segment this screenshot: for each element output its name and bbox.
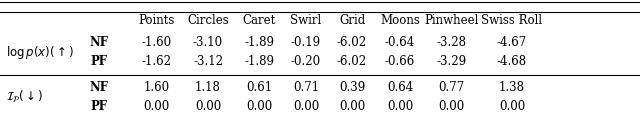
Text: -3.28: -3.28 (436, 36, 466, 49)
Text: 0.39: 0.39 (339, 80, 365, 93)
Text: -1.62: -1.62 (142, 55, 172, 67)
Text: 0.00: 0.00 (387, 99, 413, 112)
Text: $\log p(x)(\uparrow)$: $\log p(x)(\uparrow)$ (6, 43, 74, 60)
Text: -1.60: -1.60 (141, 36, 172, 49)
Text: 0.00: 0.00 (246, 99, 273, 112)
Text: -4.68: -4.68 (497, 55, 527, 67)
Text: Caret: Caret (243, 14, 276, 26)
Text: -6.02: -6.02 (337, 36, 367, 49)
Text: Grid: Grid (339, 14, 365, 26)
Text: 1.38: 1.38 (499, 80, 525, 93)
Text: 0.00: 0.00 (143, 99, 170, 112)
Text: 0.00: 0.00 (292, 99, 319, 112)
Text: -0.19: -0.19 (291, 36, 321, 49)
Text: 0.00: 0.00 (195, 99, 221, 112)
Text: Circles: Circles (187, 14, 229, 26)
Text: -0.66: -0.66 (385, 55, 415, 67)
Text: -4.67: -4.67 (497, 36, 527, 49)
Text: 0.64: 0.64 (387, 80, 413, 93)
Text: -0.20: -0.20 (291, 55, 321, 67)
Text: 1.18: 1.18 (195, 80, 221, 93)
Text: -1.89: -1.89 (244, 36, 274, 49)
Text: -3.10: -3.10 (193, 36, 223, 49)
Text: 0.71: 0.71 (293, 80, 319, 93)
Text: Moons: Moons (380, 14, 420, 26)
Text: -1.89: -1.89 (244, 55, 274, 67)
Text: NF: NF (90, 36, 109, 49)
Text: -0.64: -0.64 (385, 36, 415, 49)
Text: -6.02: -6.02 (337, 55, 367, 67)
Text: PF: PF (91, 55, 108, 67)
Text: $\mathcal{I}_{\mathcal{P}}(\downarrow)$: $\mathcal{I}_{\mathcal{P}}(\downarrow)$ (6, 88, 44, 104)
Text: -3.29: -3.29 (436, 55, 467, 67)
Text: Swiss Roll: Swiss Roll (481, 14, 543, 26)
Text: -3.12: -3.12 (193, 55, 223, 67)
Text: Pinwheel: Pinwheel (424, 14, 478, 26)
Text: 1.60: 1.60 (144, 80, 170, 93)
Text: 0.00: 0.00 (438, 99, 465, 112)
Text: Points: Points (139, 14, 175, 26)
Text: PF: PF (91, 99, 108, 112)
Text: 0.00: 0.00 (339, 99, 365, 112)
Text: 0.00: 0.00 (499, 99, 525, 112)
Text: NF: NF (90, 80, 109, 93)
Text: 0.61: 0.61 (246, 80, 272, 93)
Text: Swirl: Swirl (291, 14, 321, 26)
Text: 0.77: 0.77 (438, 80, 465, 93)
